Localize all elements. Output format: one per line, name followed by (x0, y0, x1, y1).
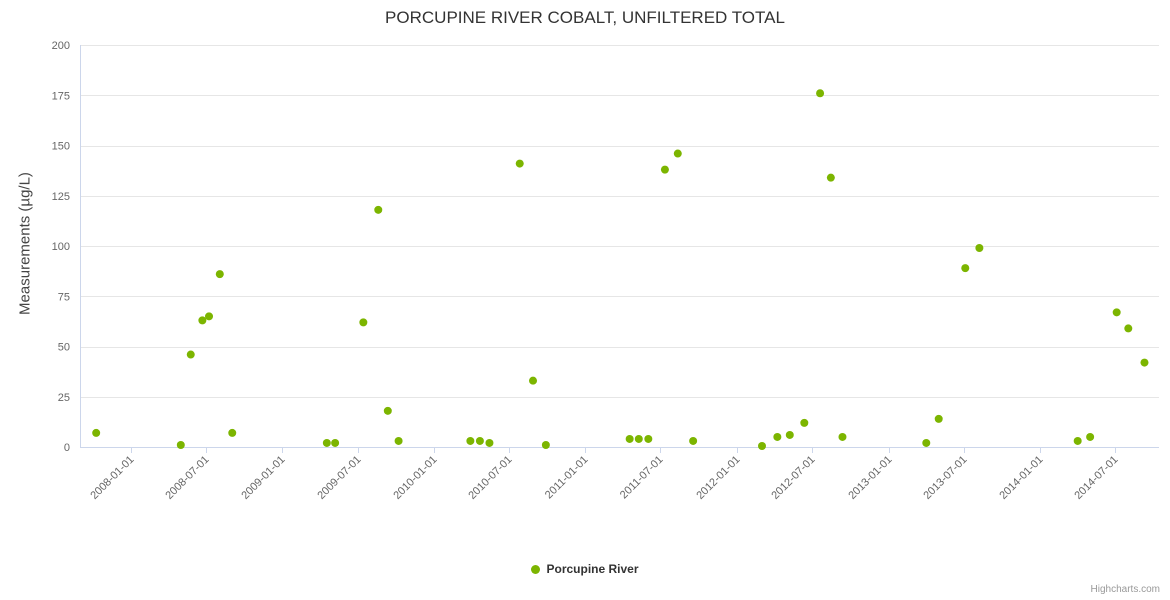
data-point[interactable] (394, 436, 403, 445)
data-point[interactable] (773, 432, 782, 441)
y-tick-label: 100 (52, 241, 70, 253)
data-point[interactable] (785, 430, 794, 439)
data-point[interactable] (92, 428, 101, 437)
x-tick-label: 2009-01-01 (239, 454, 287, 502)
legend-marker-icon (531, 564, 541, 574)
x-tick-label: 2008-07-01 (163, 454, 211, 502)
data-point[interactable] (634, 434, 643, 443)
x-tick-label: 2008-01-01 (88, 454, 136, 502)
data-point[interactable] (374, 205, 383, 214)
x-tick-label: 2014-01-01 (997, 454, 1045, 502)
x-tick-label: 2009-07-01 (315, 454, 363, 502)
x-tick-label: 2013-01-01 (846, 454, 894, 502)
data-point[interactable] (322, 438, 331, 447)
data-point[interactable] (922, 438, 931, 447)
y-tick-label: 175 (52, 90, 70, 102)
y-tick-label: 50 (58, 342, 70, 354)
data-point[interactable] (466, 436, 475, 445)
data-point[interactable] (625, 434, 634, 443)
data-point[interactable] (228, 428, 237, 437)
y-tick-label: 150 (52, 141, 70, 153)
data-point[interactable] (186, 350, 195, 359)
data-point[interactable] (826, 173, 835, 182)
y-tick-label: 0 (64, 442, 70, 454)
data-point[interactable] (205, 312, 214, 321)
x-tick-label: 2010-01-01 (391, 454, 439, 502)
data-point[interactable] (660, 165, 669, 174)
y-tick-label: 25 (58, 392, 70, 404)
data-point[interactable] (673, 149, 682, 158)
legend-item-porcupine-river[interactable]: Porcupine River (531, 562, 639, 576)
x-tick-label: 2012-01-01 (694, 454, 742, 502)
data-point[interactable] (934, 414, 943, 423)
data-point[interactable] (838, 432, 847, 441)
data-point[interactable] (515, 159, 524, 168)
data-point[interactable] (800, 418, 809, 427)
x-tick-label: 2011-01-01 (543, 454, 591, 502)
data-point[interactable] (975, 244, 984, 253)
legend: Porcupine River (0, 562, 1170, 576)
data-point[interactable] (485, 438, 494, 447)
data-point[interactable] (331, 438, 340, 447)
y-tick-label: 200 (52, 40, 70, 52)
x-tick-label: 2013-07-01 (921, 454, 969, 502)
data-point[interactable] (541, 440, 550, 449)
data-point[interactable] (176, 440, 185, 449)
data-point[interactable] (1124, 324, 1133, 333)
data-point[interactable] (1112, 308, 1121, 317)
y-tick-label: 75 (58, 291, 70, 303)
x-tick-label: 2012-07-01 (769, 454, 817, 502)
credits-link[interactable]: Highcharts.com (1090, 584, 1160, 595)
data-point[interactable] (1073, 436, 1082, 445)
data-point[interactable] (198, 316, 207, 325)
data-point[interactable] (529, 376, 538, 385)
x-tick-label: 2010-07-01 (466, 454, 514, 502)
data-point[interactable] (961, 264, 970, 273)
data-point[interactable] (757, 441, 766, 450)
x-tick-label: 2014-07-01 (1072, 454, 1120, 502)
legend-label: Porcupine River (546, 562, 639, 576)
data-point[interactable] (1086, 432, 1095, 441)
chart-title: PORCUPINE RIVER COBALT, UNFILTERED TOTAL (385, 8, 785, 27)
data-point[interactable] (359, 318, 368, 327)
data-point[interactable] (816, 89, 825, 98)
data-point[interactable] (215, 270, 224, 279)
data-point[interactable] (689, 436, 698, 445)
x-tick-label: 2011-07-01 (618, 454, 666, 502)
data-point[interactable] (644, 434, 653, 443)
data-point[interactable] (475, 436, 484, 445)
y-tick-label: 125 (52, 191, 70, 203)
data-point[interactable] (383, 406, 392, 415)
data-point[interactable] (1140, 358, 1149, 367)
